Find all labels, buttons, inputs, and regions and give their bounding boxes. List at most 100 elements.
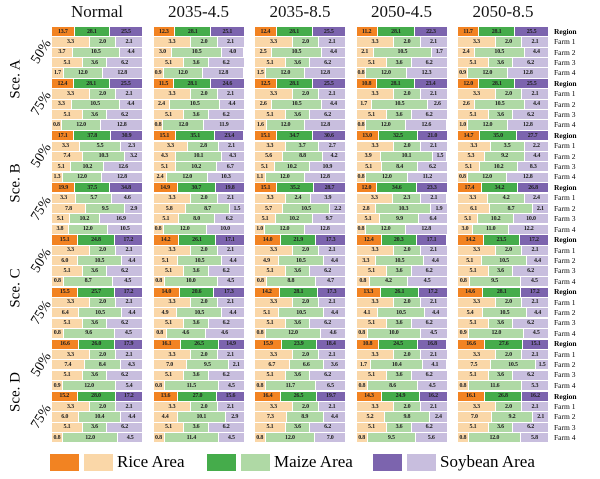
value-label: 2.0 (403, 351, 411, 358)
scenario-label: Sce. A (7, 59, 24, 99)
bar-segment-rice: 5.1 (52, 58, 82, 68)
bar-segment-soybean: 17.2 (521, 287, 548, 297)
bar-row: 3.3 2.0 2.1 (356, 37, 447, 47)
bar-row: 5.1 3.6 6.2 (52, 422, 142, 432)
bar-segment-soybean: 4.6 (112, 193, 142, 203)
value-label: 5.1 (266, 320, 274, 327)
value-label: 1.5 (538, 361, 546, 368)
value-label: 4.7 (327, 278, 334, 285)
value-label: 5.1 (469, 268, 477, 274)
bar-segment-rice: 3.3 (356, 256, 376, 266)
value-label: 12.0 (182, 174, 193, 181)
value-label: 2.0 (99, 38, 106, 45)
value-label: 28.1 (390, 80, 401, 87)
value-label: 10.0 (388, 330, 399, 337)
bar-segment-rice: 0.8 (458, 380, 468, 391)
bar-segment-soybean: 4.5 (114, 328, 142, 339)
bar-segment-soybean: 4.4 (527, 308, 549, 318)
bar-segment-maize: 8.6 (368, 380, 417, 391)
value-label: 2.4 (157, 101, 165, 108)
bar-segment-soybean: 10.3 (208, 172, 244, 182)
bar-segment-rice: 3.3 (458, 297, 495, 307)
value-label: 12.0 (179, 226, 190, 233)
bar-row: 2.4 10.5 4.4 (153, 99, 244, 109)
bar-segment-maize: 26.0 (78, 339, 114, 349)
row-label: Farm 1 (554, 141, 576, 151)
bar-segment-soybean: 26.8 (518, 183, 548, 193)
bar-segment-rice: 0.8 (356, 328, 367, 339)
bar-segment-soybean: 2.1 (522, 245, 548, 255)
bar-segment-rice: 14.2 (153, 235, 178, 245)
bar-row: 5.1 3.6 6.2 (52, 318, 142, 328)
bar-segment-soybean: 28.7 (313, 183, 345, 193)
data-block: 11.5 28.1 24.6 3.3 2.0 2.1 2.4 10.5 4.4 5.1 3.6 6.2… (153, 79, 244, 130)
bar-segment-rice: 0.8 (356, 433, 367, 443)
bar-segment-maize: 26.1 (381, 287, 418, 297)
bar-segment-soybean: 24.6 (211, 79, 244, 89)
bar-segment-rice: 0.9 (458, 328, 469, 339)
rice-dark-swatch (50, 453, 79, 471)
bar-segment-maize: 12.0 (68, 224, 107, 234)
bar-row: 16.6 27.6 15.1 (458, 339, 548, 349)
bar-segment-soybean: 17.2 (114, 235, 142, 245)
bar-segment-soybean: 2.1 (219, 141, 244, 151)
bar-segment-maize: 10.5 (373, 47, 431, 57)
bar-segment-rice: 7.4 (52, 151, 82, 162)
bar-segment-maize: 2.0 (394, 245, 420, 255)
bar-row: 2.5 10.5 4.4 (255, 47, 345, 57)
value-label: 2.0 (403, 247, 411, 254)
bar-segment-maize: 12.0 (62, 433, 118, 443)
row-label: Farm 4 (554, 328, 576, 338)
bar-segment-soybean: 25.5 (515, 79, 548, 89)
value-label: 2.1 (531, 91, 539, 98)
value-label: 2.1 (227, 247, 234, 254)
bar-row: 3.3 2.0 2.1 (255, 245, 345, 255)
data-block: 16.1 26.8 16.2 3.3 2.0 2.1 7.0 9.2 2.1 5.1 3.6 6.2 0… (458, 391, 549, 443)
value-label: 3.6 (192, 111, 200, 118)
bar-segment-rice: 5.7 (255, 203, 282, 214)
bar-segment-maize: 10.5 (278, 256, 323, 266)
bar-segment-rice: 14.3 (356, 391, 382, 401)
value-label: 2.6 (433, 101, 441, 108)
row-labels-group: Region Farm 1 Farm 2 Farm 3 Farm 4 (551, 79, 599, 130)
value-label: 25.1 (222, 28, 233, 35)
bar-segment-soybean: 12.8 (102, 172, 142, 182)
value-label: 2.3 (403, 195, 411, 202)
bar-segment-rice: 5.1 (458, 266, 488, 276)
value-label: 10.5 (396, 309, 406, 316)
value-label: 2.0 (200, 351, 208, 358)
bar-segment-soybean: 17.2 (418, 287, 447, 297)
bar-segment-soybean: 17.1 (216, 235, 244, 245)
bar-segment-rice: 16.1 (458, 391, 484, 401)
bar-row: 5.1 9.9 6.4 (356, 214, 447, 224)
value-label: 5.6 (265, 153, 273, 160)
value-label: 3.3 (371, 403, 379, 410)
bar-segment-maize: 10.2 (274, 162, 309, 172)
value-label: 21.9 (293, 236, 304, 243)
value-label: 0.8 (256, 382, 264, 389)
value-label: 3.3 (370, 195, 378, 202)
data-block: 15.5 25.7 17.2 3.3 2.0 2.1 6.4 10.5 4.4 5.1 3.6 6.2… (52, 287, 142, 339)
bar-segment-soybean: 12.8 (101, 120, 142, 130)
legend-item-maize: Maize Area (207, 448, 353, 476)
bar-segment-maize: 4.2 (488, 193, 524, 203)
bar-segment-soybean: 2.1 (217, 37, 244, 47)
bar-segment-soybean: 17.9 (114, 339, 142, 349)
bar-segment-maize: 2.0 (292, 402, 318, 412)
bar-segment-rice: 0.9 (153, 68, 163, 78)
bar-segment-rice: 3.3 (153, 193, 191, 203)
bar-segment-maize: 8.0 (179, 214, 214, 224)
bar-segment-soybean: 1.5 (536, 360, 548, 370)
value-label: 3.3 (60, 195, 68, 202)
value-label: 8.4 (98, 361, 106, 368)
value-label: 4.4 (229, 257, 237, 264)
value-label: 3.6 (91, 372, 98, 379)
value-label: 3.3 (67, 403, 74, 410)
data-block: 16.1 26.5 14.9 3.3 2.0 2.1 7.0 9.5 2.1 5.1 3.6 6.2 0… (153, 339, 244, 391)
bar-segment-rice: 14.9 (153, 183, 177, 193)
bar-row: 5.1 3.6 6.2 (458, 266, 548, 276)
bar-row: 12.4 28.1 25.5 (52, 79, 142, 89)
legend-label: Rice Area (117, 452, 185, 471)
bar-row: 3.3 2.0 2.1 (255, 349, 345, 360)
bar-row: 13.3 26.1 17.2 (356, 287, 447, 297)
